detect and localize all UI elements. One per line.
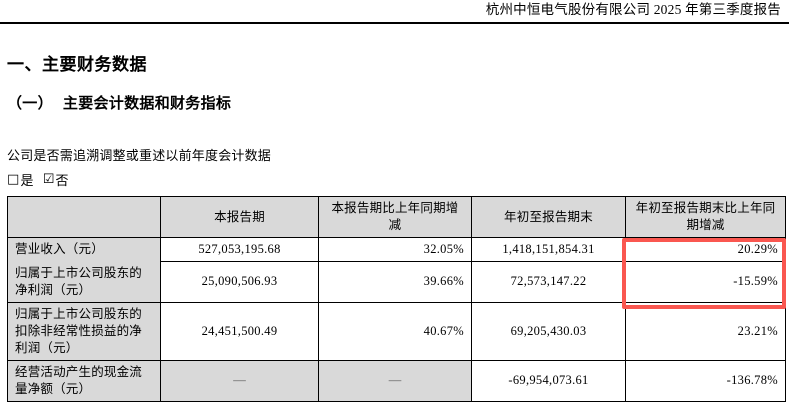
cell-ytd-change: -136.78% <box>625 359 786 402</box>
row-label: 营业收入（元） <box>7 237 161 262</box>
cell-current-change: 40.67% <box>318 301 472 361</box>
running-header-title: 杭州中恒电气股份有限公司 2025 年第三季度报告 <box>485 2 781 17</box>
cell-current: 25,090,506.93 <box>160 261 319 303</box>
subsection-title: 主要会计数据和财务指标 <box>62 95 232 112</box>
cell-ytd-change: -15.59% <box>625 261 786 303</box>
cell-current-change: 32.05% <box>318 237 472 262</box>
cell-current: — <box>160 359 319 402</box>
choice-no-label: 否 <box>55 173 69 188</box>
financial-data-table: 本报告期 本报告期比上年同期增减 年初至报告期末 年初至报告期末比上年同期增减 … <box>7 196 786 402</box>
table-row: 经营活动产生的现金流量净额（元） — — -69,954,073.61 -136… <box>7 359 786 402</box>
restatement-choices: □ 是 ☑ 否 <box>7 170 69 189</box>
table-row: 归属于上市公司股东的净利润（元） 25,090,506.93 39.66% 72… <box>7 261 786 303</box>
choice-yes-label: 是 <box>20 173 34 188</box>
cell-ytd: 72,573,147.22 <box>471 261 626 303</box>
table-header-row: 本报告期 本报告期比上年同期增减 年初至报告期末 年初至报告期末比上年同期增减 <box>7 196 786 238</box>
column-header-current-period-change: 本报告期比上年同期增减 <box>318 196 472 238</box>
cell-ytd: 1,418,151,854.31 <box>471 237 626 262</box>
cell-current-change: 39.66% <box>318 261 472 303</box>
checkbox-unchecked-icon[interactable]: □ <box>7 172 20 187</box>
header-divider <box>0 22 789 24</box>
column-header-current-period: 本报告期 <box>160 196 319 238</box>
choice-no[interactable]: ☑ 否 <box>43 170 69 189</box>
cell-ytd-change: 20.29% <box>625 237 786 262</box>
cell-ytd: 69,205,430.03 <box>471 301 626 361</box>
cell-ytd-change: 23.21% <box>625 301 786 361</box>
row-label: 归属于上市公司股东的净利润（元） <box>7 261 161 303</box>
subsection-number: （一） <box>7 95 53 112</box>
row-label: 经营活动产生的现金流量净额（元） <box>7 359 161 402</box>
choice-yes[interactable]: □ 是 <box>7 170 34 189</box>
cell-ytd: -69,954,073.61 <box>471 359 626 402</box>
table-row: 营业收入（元） 527,053,195.68 32.05% 1,418,151,… <box>7 237 786 262</box>
running-header: 杭州中恒电气股份有限公司 2025 年第三季度报告 <box>0 0 789 24</box>
restatement-question: 公司是否需追溯调整或重述以前年度会计数据 <box>7 148 272 163</box>
column-header-ytd: 年初至报告期末 <box>471 196 626 238</box>
cell-current-change: — <box>318 359 472 402</box>
checkbox-checked-icon[interactable]: ☑ <box>42 172 55 187</box>
table-row: 归属于上市公司股东的扣除非经常性损益的净利润（元） 24,451,500.49 … <box>7 301 786 361</box>
subsection-heading: （一） 主要会计数据和财务指标 <box>7 92 231 113</box>
section-heading: 一、主要财务数据 <box>7 55 147 74</box>
cell-current: 24,451,500.49 <box>160 301 319 361</box>
column-header-ytd-change: 年初至报告期末比上年同期增减 <box>625 196 786 238</box>
column-header-blank <box>7 196 161 238</box>
cell-current: 527,053,195.68 <box>160 237 319 262</box>
row-label: 归属于上市公司股东的扣除非经常性损益的净利润（元） <box>7 301 161 361</box>
